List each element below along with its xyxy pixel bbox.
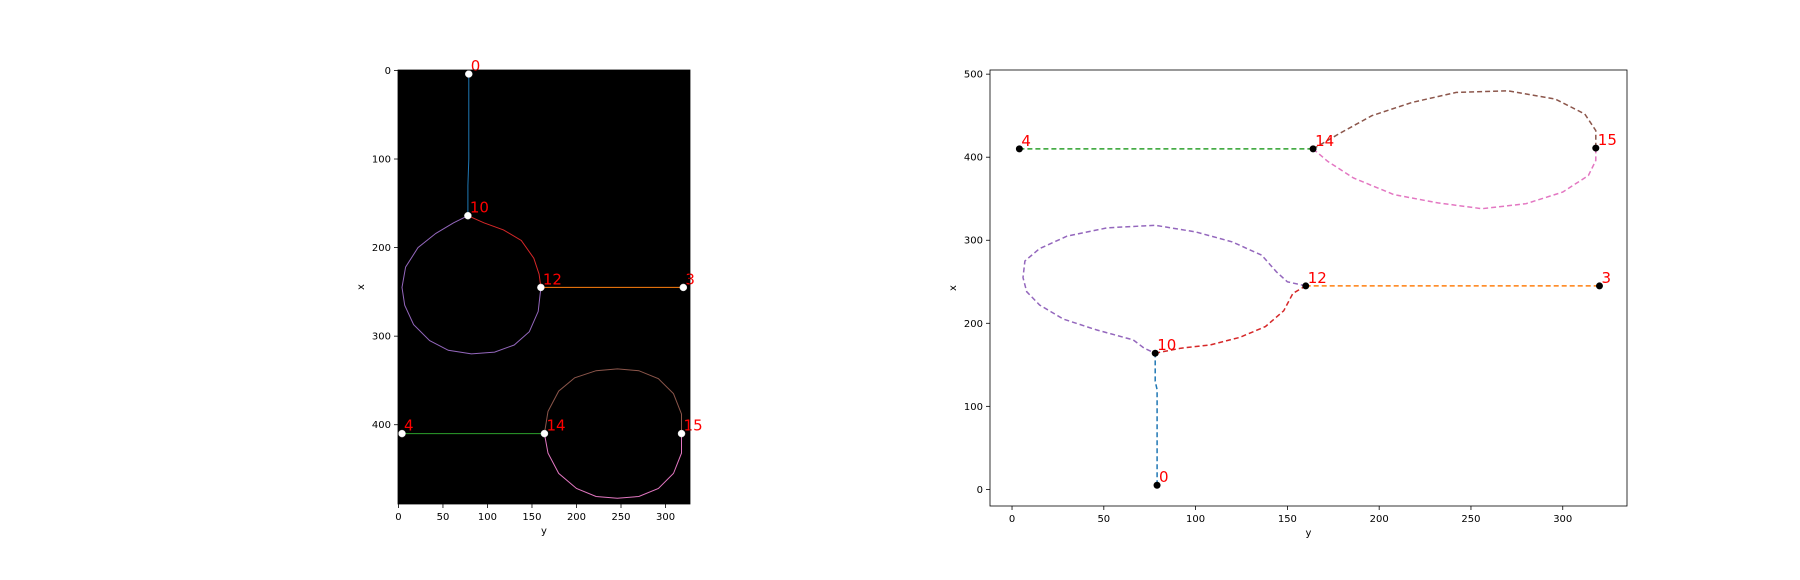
axes-frame-1 bbox=[989, 69, 1628, 507]
node-marker bbox=[679, 283, 688, 292]
node-marker bbox=[540, 429, 549, 438]
node-marker bbox=[464, 211, 472, 220]
node-label: 14 bbox=[1315, 132, 1334, 150]
y-tick-label: 400 bbox=[964, 153, 983, 164]
x-tick-label: 200 bbox=[1370, 514, 1389, 525]
node-label: 14 bbox=[546, 417, 565, 435]
node-label: 4 bbox=[1021, 132, 1031, 150]
edge-14-15 bbox=[1312, 90, 1597, 150]
x-tick-label: 100 bbox=[478, 512, 497, 523]
x-tick-label: 200 bbox=[567, 512, 586, 523]
edge-10-12 bbox=[1155, 285, 1307, 354]
edge-14-15 bbox=[543, 368, 682, 434]
node-label: 12 bbox=[543, 270, 562, 288]
node-label: 0 bbox=[471, 57, 481, 75]
x-tick-label: 100 bbox=[1186, 514, 1205, 525]
node-label: 3 bbox=[1601, 269, 1611, 287]
node-label: 15 bbox=[684, 417, 703, 435]
y-tick-label: 100 bbox=[372, 155, 391, 166]
y-axis-label: x bbox=[356, 284, 367, 290]
y-tick-label: 200 bbox=[372, 243, 391, 254]
x-tick-label: 0 bbox=[395, 512, 401, 523]
x-tick-label: 300 bbox=[656, 512, 675, 523]
y-tick-label: 0 bbox=[977, 485, 983, 496]
node-marker bbox=[677, 429, 686, 438]
x-axis-label: y bbox=[541, 526, 547, 537]
node-marker bbox=[398, 429, 406, 438]
y-tick-label: 400 bbox=[372, 420, 391, 431]
node-label: 10 bbox=[1157, 336, 1176, 354]
node-marker bbox=[1302, 282, 1310, 290]
edge-12-10 bbox=[401, 215, 542, 355]
node-marker bbox=[1015, 145, 1023, 153]
x-tick-label: 50 bbox=[437, 512, 450, 523]
x-tick-label: 50 bbox=[1097, 514, 1110, 525]
y-axis-label: x bbox=[948, 285, 959, 291]
y-tick-label: 300 bbox=[964, 236, 983, 247]
x-tick-label: 250 bbox=[611, 512, 630, 523]
node-label: 0 bbox=[1159, 468, 1169, 486]
x-tick-label: 300 bbox=[1553, 514, 1572, 525]
edge-0-10 bbox=[467, 74, 470, 216]
edge-12-10 bbox=[1022, 224, 1306, 354]
node-label: 12 bbox=[1308, 269, 1327, 287]
node-label: 4 bbox=[404, 417, 414, 435]
node-marker bbox=[465, 70, 473, 78]
axes-frame-0 bbox=[397, 69, 691, 505]
y-tick-label: 500 bbox=[964, 70, 983, 81]
node-marker bbox=[1153, 481, 1161, 489]
y-tick-label: 300 bbox=[372, 332, 391, 343]
y-tick-label: 200 bbox=[964, 319, 983, 330]
edge-14-15 bbox=[543, 433, 682, 499]
node-label: 10 bbox=[470, 199, 489, 217]
node-marker bbox=[1309, 145, 1317, 153]
node-marker bbox=[1151, 349, 1159, 357]
edge-10-12 bbox=[467, 215, 542, 288]
x-tick-label: 150 bbox=[1278, 514, 1297, 525]
x-axis-label: y bbox=[1306, 528, 1312, 539]
x-tick-label: 250 bbox=[1461, 514, 1480, 525]
x-tick-label: 150 bbox=[522, 512, 541, 523]
node-marker bbox=[1595, 282, 1603, 290]
node-marker bbox=[537, 283, 545, 292]
y-tick-label: 0 bbox=[385, 66, 391, 77]
x-tick-label: 0 bbox=[1009, 514, 1015, 525]
edge-0-10 bbox=[1154, 353, 1158, 486]
y-tick-label: 100 bbox=[964, 402, 983, 413]
node-label: 15 bbox=[1598, 131, 1617, 149]
node-marker bbox=[1592, 144, 1600, 152]
